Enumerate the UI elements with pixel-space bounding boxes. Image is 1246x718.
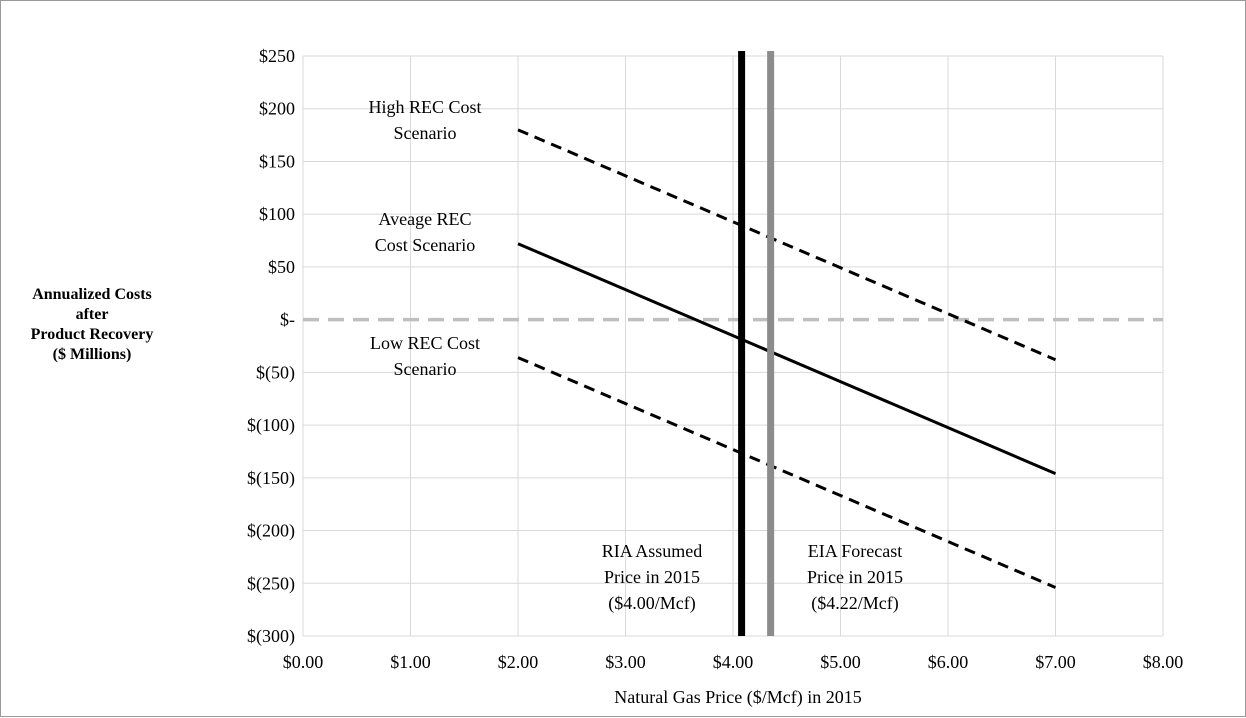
y-tick-label: $100	[259, 204, 295, 224]
x-tick-label: $5.00	[820, 652, 861, 672]
series-label-high-line-1: High REC Cost	[368, 97, 481, 117]
grid	[302, 55, 1164, 637]
reference-label-eia-line-2: Price in 2015	[807, 567, 903, 587]
series-label-average-line-2: Cost Scenario	[375, 235, 476, 255]
y-tick-label: $200	[259, 99, 295, 119]
annotation-labels: High REC Cost Scenario Aveage REC Cost Scen…	[368, 97, 903, 614]
x-tick-label: $4.00	[713, 652, 754, 672]
series-label-low-line-1: Low REC Cost	[370, 333, 480, 353]
reference-lines-group	[738, 51, 775, 636]
y-tick-label: $(50)	[256, 362, 295, 383]
y-axis-label-line-1: Annualized Costs	[32, 286, 152, 303]
reference-label-eia-line-1: EIA Forecast	[808, 541, 902, 561]
x-axis-label: Natural Gas Price ($/Mcf) in 2015	[614, 687, 861, 708]
reference-label-ria-line-3: ($4.00/Mcf)	[608, 593, 695, 614]
x-tick-label: $3.00	[605, 652, 646, 672]
reference-label-ria-line-2: Price in 2015	[604, 567, 700, 587]
series-line-low	[517, 356, 1057, 589]
series-group	[517, 128, 1057, 589]
x-tick-label: $2.00	[498, 652, 539, 672]
y-tick-label: $250	[259, 46, 295, 66]
y-tick-label: $50	[268, 257, 295, 277]
reference-label-eia-line-3: ($4.22/Mcf)	[811, 593, 898, 614]
axes: $250 $200 $150 $100 $50 $- $(50) $(100) $(150) $(…	[247, 46, 1183, 708]
x-tick-label: $0.00	[283, 652, 324, 672]
x-tick-label: $8.00	[1143, 652, 1184, 672]
reference-label-ria-line-1: RIA Assumed	[602, 541, 703, 561]
y-tick-label: $-	[280, 310, 295, 330]
y-tick-label: $(150)	[247, 468, 295, 489]
series-label-average-line-1: Aveage REC	[378, 209, 471, 229]
y-tick-label: $(250)	[247, 573, 295, 594]
y-tick-label: $150	[259, 151, 295, 171]
x-tick-label: $7.00	[1035, 652, 1076, 672]
y-tick-label: $(300)	[247, 626, 295, 647]
series-label-high-line-2: Scenario	[394, 123, 457, 143]
y-axis-label: Annualized Costs after Product Recovery …	[1, 285, 183, 365]
y-axis-label-line-2: after	[75, 306, 109, 323]
series-line-average	[517, 242, 1057, 475]
y-tick-label: $(200)	[247, 521, 295, 542]
series-label-low-line-2: Scenario	[394, 359, 457, 379]
y-axis-label-line-4: ($ Millions)	[52, 346, 132, 363]
y-tick-label: $(100)	[247, 415, 295, 436]
x-tick-label: $6.00	[928, 652, 969, 672]
x-tick-label: $1.00	[390, 652, 431, 672]
series-line-high	[517, 128, 1057, 362]
y-axis-label-line-3: Product Recovery	[30, 326, 154, 343]
